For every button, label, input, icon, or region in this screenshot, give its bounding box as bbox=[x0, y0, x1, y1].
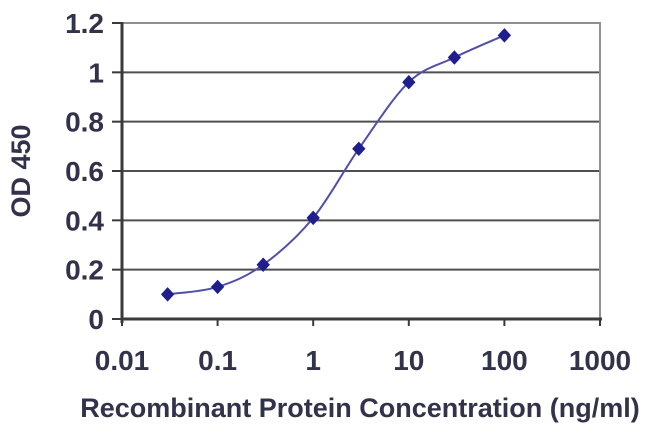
data-point-marker bbox=[497, 28, 512, 43]
y-tick-label: 0.6 bbox=[65, 156, 104, 187]
od450-curve bbox=[167, 34, 505, 296]
tick-labels: 0 0.2 0.4 0.6 0.8 1 1.2 0.01 0.1 1 10 100 1000 bbox=[65, 8, 631, 376]
x-tick-label: 100 bbox=[481, 345, 528, 376]
y-tick-label: 0 bbox=[88, 304, 104, 335]
y-tick-label: 0.2 bbox=[65, 255, 104, 286]
x-tick-label: 0.01 bbox=[95, 345, 150, 376]
y-tick-label: 0.4 bbox=[65, 205, 104, 236]
x-axis-title: Recombinant Protein Concentration (ng/ml… bbox=[80, 393, 640, 423]
data-series bbox=[160, 28, 512, 302]
data-point-marker bbox=[402, 74, 416, 90]
data-point-marker bbox=[306, 210, 320, 226]
x-tick-label: 1000 bbox=[569, 345, 631, 376]
axes bbox=[112, 22, 602, 326]
x-tick-label: 10 bbox=[393, 345, 424, 376]
y-axis-title: OD 450 bbox=[6, 124, 36, 217]
data-point-marker bbox=[352, 141, 366, 157]
y-tick-label: 1.2 bbox=[65, 8, 104, 39]
data-point-marker bbox=[160, 287, 175, 302]
gridlines bbox=[122, 22, 601, 319]
y-tick-label: 1 bbox=[88, 57, 104, 88]
data-point-marker bbox=[210, 279, 225, 295]
x-tick-label: 1 bbox=[305, 345, 321, 376]
data-point-marker bbox=[447, 50, 462, 65]
x-tick-label: 0.1 bbox=[198, 345, 237, 376]
y-tick-label: 0.8 bbox=[65, 107, 104, 138]
data-point-marker bbox=[256, 257, 270, 272]
